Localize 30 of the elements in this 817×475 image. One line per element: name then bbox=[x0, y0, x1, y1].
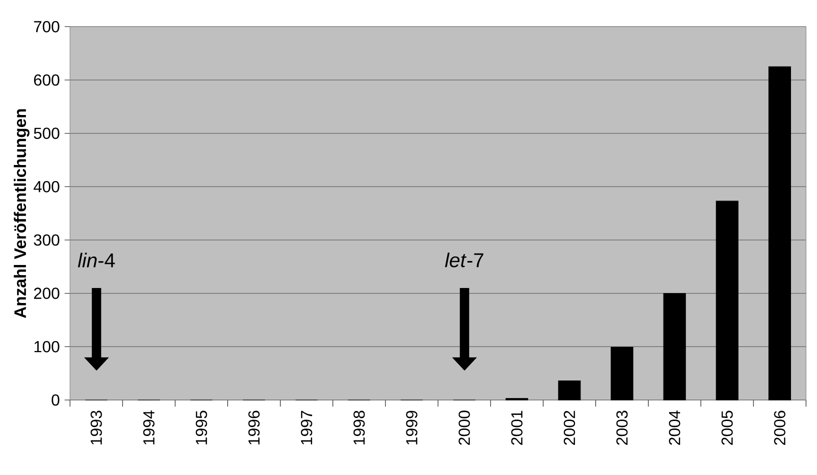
annotation: lin-4 bbox=[78, 252, 115, 268]
x-tick-label: 2004 bbox=[668, 410, 680, 445]
bar bbox=[558, 380, 581, 400]
y-tick-label: 600 bbox=[34, 74, 60, 86]
x-tick-label: 2003 bbox=[616, 410, 628, 445]
bar bbox=[716, 200, 738, 400]
bar bbox=[663, 293, 686, 400]
x-tick-label: 1994 bbox=[143, 410, 155, 444]
x-tick-label: 1997 bbox=[300, 410, 312, 444]
y-tick-label: 200 bbox=[34, 288, 60, 299]
x-tick-label: 1996 bbox=[248, 410, 260, 444]
y-tick-label: 400 bbox=[34, 181, 60, 192]
x-tick-label: 1998 bbox=[353, 410, 365, 444]
y-tick-label: 500 bbox=[34, 128, 60, 139]
y-tick-label: 700 bbox=[34, 21, 60, 32]
x-tick-label: 1995 bbox=[196, 410, 208, 444]
x-tick-label: 2002 bbox=[564, 410, 576, 445]
y-tick-label: 300 bbox=[34, 234, 60, 246]
x-tick-label: 2000 bbox=[458, 410, 470, 445]
x-tick-label: 2001 bbox=[511, 410, 523, 445]
y-tick-label: 100 bbox=[34, 341, 60, 352]
x-tick-label: 2006 bbox=[774, 410, 786, 445]
annotation: let-7 bbox=[445, 252, 484, 268]
x-tick-label: 1993 bbox=[90, 410, 102, 444]
x-tick-label: 1999 bbox=[406, 410, 418, 444]
bar bbox=[610, 346, 634, 400]
x-tick-label: 2005 bbox=[721, 410, 733, 445]
y-tick-label: 0 bbox=[52, 394, 60, 406]
bar bbox=[768, 66, 791, 400]
y-axis-title: Anzahl Veröffentlichungen bbox=[14, 109, 30, 318]
